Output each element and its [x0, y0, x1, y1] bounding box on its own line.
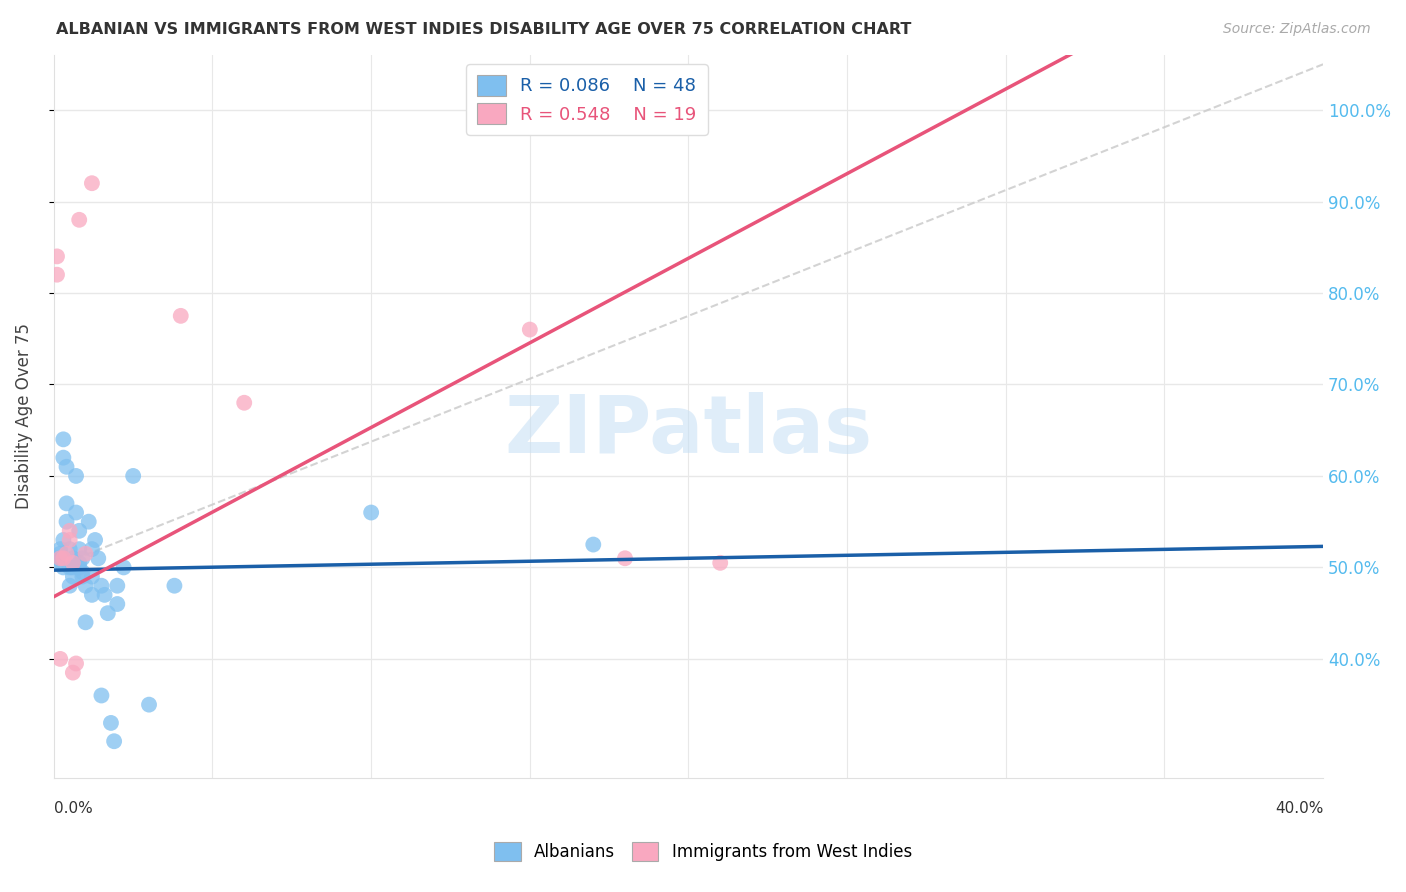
Point: [84, 533, 107, 547]
Text: ALBANIAN VS IMMIGRANTS FROM WEST INDIES DISABILITY AGE OVER 75 CORRELATION CHART: ALBANIAN VS IMMIGRANTS FROM WEST INDIES …: [56, 22, 911, 37]
Point: [49, 652, 72, 666]
Point: [112, 560, 135, 574]
Point: [55, 496, 77, 510]
Point: [46, 551, 69, 566]
Point: [163, 579, 186, 593]
Point: [122, 469, 145, 483]
Point: [49, 547, 72, 561]
Point: [93, 588, 115, 602]
Point: [138, 698, 160, 712]
Point: [90, 689, 112, 703]
Point: [72, 551, 94, 566]
Point: [103, 734, 125, 748]
Point: [52, 533, 75, 547]
Point: [62, 551, 84, 566]
Point: [80, 588, 103, 602]
Point: [709, 556, 731, 570]
Point: [105, 579, 128, 593]
Y-axis label: Disability Age Over 75: Disability Age Over 75: [15, 324, 32, 509]
Legend: R = 0.086    N = 48, R = 0.548    N = 19: R = 0.086 N = 48, R = 0.548 N = 19: [467, 64, 707, 135]
Point: [67, 212, 90, 227]
Point: [72, 569, 94, 583]
Point: [80, 569, 103, 583]
Text: ZIPatlas: ZIPatlas: [505, 392, 873, 470]
Point: [67, 524, 90, 538]
Text: Source: ZipAtlas.com: Source: ZipAtlas.com: [1223, 22, 1371, 37]
Point: [52, 560, 75, 574]
Point: [46, 556, 69, 570]
Point: [72, 565, 94, 579]
Point: [519, 322, 541, 336]
Point: [582, 537, 605, 551]
Point: [75, 579, 97, 593]
Point: [87, 551, 110, 566]
Point: [62, 560, 84, 574]
Point: [62, 665, 84, 680]
Point: [65, 657, 87, 671]
Point: [65, 506, 87, 520]
Point: [614, 551, 637, 566]
Point: [55, 547, 77, 561]
Point: [52, 433, 75, 447]
Point: [59, 579, 82, 593]
Point: [52, 551, 75, 566]
Point: [75, 547, 97, 561]
Point: [46, 249, 69, 263]
Point: [46, 268, 69, 282]
Point: [97, 606, 120, 620]
Point: [233, 396, 256, 410]
Point: [59, 524, 82, 538]
Point: [65, 469, 87, 483]
Point: [55, 459, 77, 474]
Point: [59, 542, 82, 557]
Point: [100, 715, 122, 730]
Point: [105, 597, 128, 611]
Point: [67, 560, 90, 574]
Point: [67, 542, 90, 557]
Point: [55, 515, 77, 529]
Point: [49, 542, 72, 557]
Point: [80, 176, 103, 190]
Point: [75, 615, 97, 630]
Point: [62, 556, 84, 570]
Text: 0.0%: 0.0%: [53, 801, 93, 815]
Point: [62, 569, 84, 583]
Point: [52, 450, 75, 465]
Point: [67, 556, 90, 570]
Point: [90, 579, 112, 593]
Point: [59, 533, 82, 547]
Legend: Albanians, Immigrants from West Indies: Albanians, Immigrants from West Indies: [488, 835, 918, 868]
Point: [80, 542, 103, 557]
Point: [59, 560, 82, 574]
Point: [170, 309, 193, 323]
Point: [49, 551, 72, 566]
Point: [360, 506, 382, 520]
Text: 40.0%: 40.0%: [1275, 801, 1323, 815]
Point: [77, 515, 100, 529]
